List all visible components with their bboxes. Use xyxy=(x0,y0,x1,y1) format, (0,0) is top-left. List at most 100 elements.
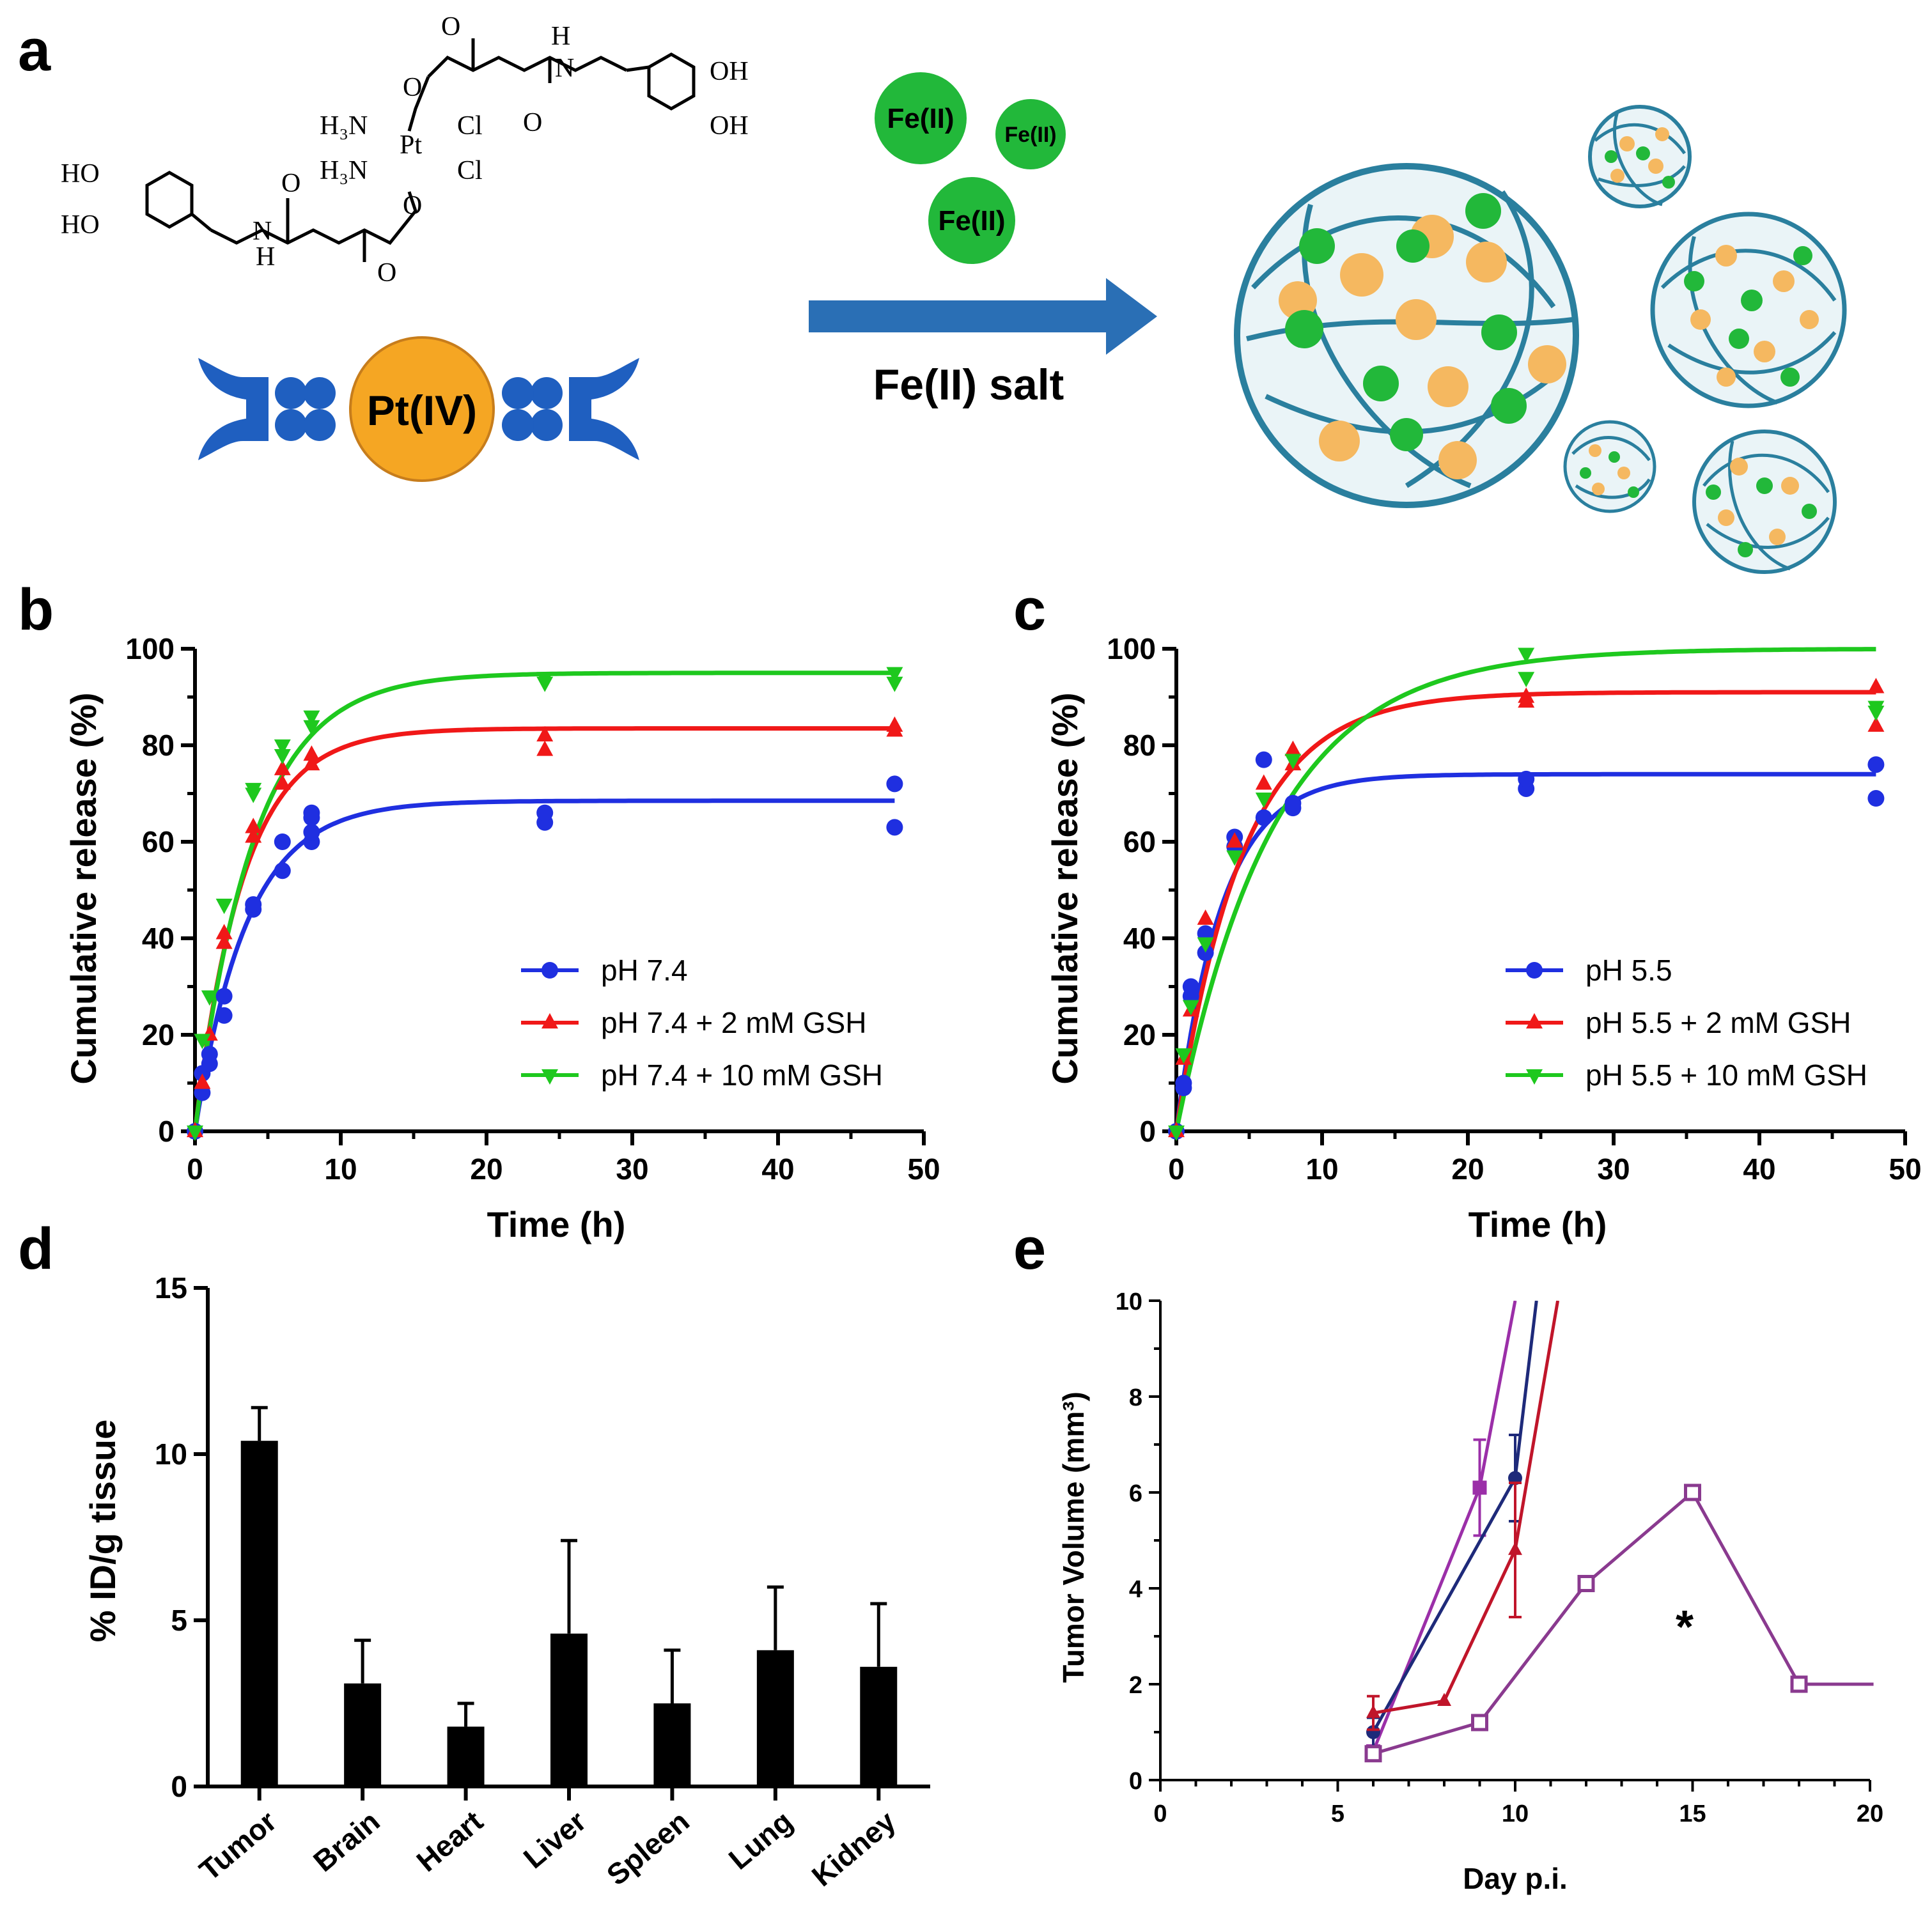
chart-b-xlabel: Time (h) xyxy=(487,1204,626,1244)
data-point xyxy=(303,755,320,771)
data-point xyxy=(274,739,291,755)
y-tick-label: 0 xyxy=(158,1115,175,1148)
data-point xyxy=(1867,756,1885,773)
data-point xyxy=(1175,1074,1192,1092)
x-tick-label: 50 xyxy=(907,1152,940,1186)
data-point xyxy=(245,817,262,833)
data-point xyxy=(1437,1693,1451,1706)
data-point xyxy=(536,740,554,756)
data-point xyxy=(1364,1745,1382,1763)
y-tick-label: 60 xyxy=(1123,825,1156,858)
data-point xyxy=(1518,672,1535,688)
x-tick-label: 5 xyxy=(1331,1801,1344,1827)
data-point xyxy=(1255,751,1272,768)
category-label: Spleen xyxy=(600,1804,696,1892)
chem-oh1: OH xyxy=(710,57,749,86)
chem-o-mid: O xyxy=(523,108,542,137)
data-point xyxy=(1197,937,1214,953)
data-point xyxy=(1168,1125,1185,1141)
chem-cl-1: Cl xyxy=(457,111,483,141)
y-tick-label: 5 xyxy=(171,1604,187,1637)
chem-oh2: OH xyxy=(710,111,749,141)
fe-sphere-2 xyxy=(995,99,1066,169)
data-point xyxy=(1867,678,1885,693)
legend-marker xyxy=(1526,1069,1543,1085)
y-tick-label: 60 xyxy=(142,825,175,858)
release-chart-ph74-axes: 0 10 20 30 40 50 0 20 40 60 80 100 xyxy=(125,632,940,1186)
data-point xyxy=(536,672,554,688)
x-tick-label: 20 xyxy=(1451,1152,1484,1186)
data-point xyxy=(1226,850,1243,866)
data-point xyxy=(245,827,262,843)
legend-label: pH 5.5 + 2 mM GSH xyxy=(1585,1006,1851,1039)
category-label: Liver xyxy=(517,1804,593,1875)
x-tick-label: 15 xyxy=(1679,1801,1706,1827)
biodistribution-bar-chart: 0 5 10 15 Tumor Brain Heart Liver Spleen Lung Kidn… xyxy=(82,1271,930,1893)
y-tick-label: 80 xyxy=(1123,729,1156,762)
data-point xyxy=(1255,774,1272,790)
data-point xyxy=(194,1034,211,1050)
chem-o-bot: O xyxy=(377,258,396,288)
pt-iv-sphere xyxy=(349,336,495,482)
data-point xyxy=(1255,792,1272,808)
data-point xyxy=(1867,706,1885,722)
data-point xyxy=(245,782,262,798)
data-point xyxy=(1867,716,1885,732)
arrow-label: Fe(II) salt xyxy=(873,360,1064,409)
tumor-volume-chart: 0 5 10 15 20 0 2 4 6 8 10 Day p.i. Tumor Volume (m… xyxy=(1057,1289,1883,1895)
legend-marker xyxy=(541,962,558,979)
legend-marker xyxy=(1526,962,1543,979)
data-point xyxy=(215,933,233,949)
bar-liver xyxy=(550,1633,588,1786)
data-point xyxy=(536,804,554,821)
category-label: Tumor xyxy=(193,1804,283,1887)
legend-label: pH 7.4 + 2 mM GSH xyxy=(601,1006,866,1039)
y-tick-label: 4 xyxy=(1129,1576,1142,1603)
y-tick-label: 80 xyxy=(142,729,175,762)
data-point xyxy=(1197,909,1214,925)
legend-marker xyxy=(541,1013,558,1029)
release-chart-ph55: 0 10 20 30 40 50 0 20 40 60 80 100 Time (h) Cumulat… xyxy=(1045,632,1922,1244)
x-tick-label: 20 xyxy=(470,1152,502,1186)
data-point xyxy=(1472,1480,1487,1495)
legend-label: pH 5.5 xyxy=(1585,954,1672,987)
y-tick-label: 20 xyxy=(1123,1018,1156,1051)
chart-e-xlabel: Day p.i. xyxy=(1463,1862,1568,1895)
chem-ho1: HO xyxy=(61,159,100,189)
data-point xyxy=(886,676,903,692)
data-point xyxy=(187,1125,203,1141)
panel-letter-d: d xyxy=(18,1216,54,1282)
data-point xyxy=(1175,1048,1192,1064)
bar-heart xyxy=(447,1726,485,1786)
chart-b-ylabel: Cumulative release (%) xyxy=(63,692,104,1084)
fe-sphere-1 xyxy=(875,72,967,164)
data-point xyxy=(1197,944,1214,961)
biodistribution-bars xyxy=(240,1406,898,1786)
data-point xyxy=(1471,1714,1488,1731)
data-point xyxy=(201,990,218,1006)
bar-kidney xyxy=(860,1666,898,1786)
x-tick-label: 40 xyxy=(761,1152,794,1186)
ligand-right-icon xyxy=(502,358,639,460)
x-tick-label: 50 xyxy=(1889,1152,1921,1186)
y-tick-label: 15 xyxy=(155,1271,187,1305)
y-tick-label: 10 xyxy=(1116,1289,1142,1315)
chem-o-top: O xyxy=(441,12,460,42)
bar-spleen xyxy=(653,1703,691,1786)
chem-h3n-2: H₃N xyxy=(320,156,368,185)
category-label: Brain xyxy=(307,1804,386,1878)
chem-ho2: HO xyxy=(61,210,100,240)
data-point xyxy=(1518,770,1535,787)
chart-c-ylabel: Cumulative release (%) xyxy=(1045,692,1085,1084)
chem-h-top: H xyxy=(551,22,570,51)
chem-n-top: N xyxy=(555,54,574,83)
chem-pt: Pt xyxy=(400,130,422,160)
x-tick-label: 10 xyxy=(1502,1801,1529,1827)
data-point xyxy=(245,896,262,913)
data-point xyxy=(274,759,291,775)
chart-d-ylabel: % ID/g tissue xyxy=(82,1420,123,1643)
chart-b-legend: pH 7.4 pH 7.4 + 2 mM GSH pH 7.4 + 10 mM GS… xyxy=(521,954,883,1092)
tumor-volume-marks xyxy=(1364,1301,1874,1763)
data-point xyxy=(1790,1675,1808,1693)
fe-label-2: Fe(II) xyxy=(1004,123,1056,147)
